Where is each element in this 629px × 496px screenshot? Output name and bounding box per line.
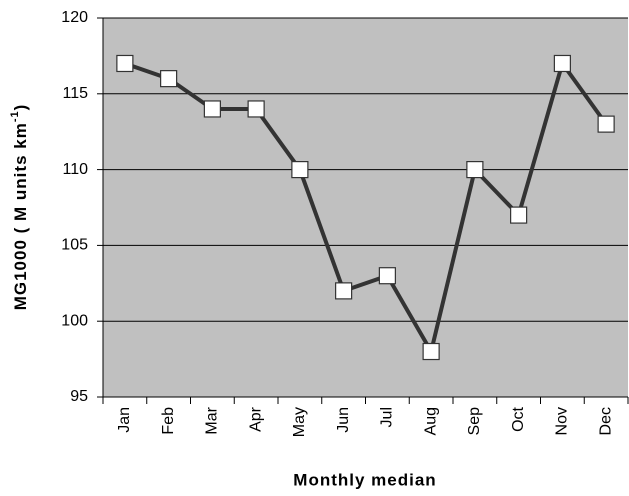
y-axis-title-sup: -1 xyxy=(9,110,21,122)
data-marker xyxy=(247,100,265,118)
y-tick-label: 115 xyxy=(62,85,88,102)
x-tick-label: Mar xyxy=(204,406,221,434)
y-tick-label: 105 xyxy=(61,237,88,254)
y-axis-title-end: ) xyxy=(11,104,30,111)
x-tick-label: Feb xyxy=(160,407,177,435)
data-marker xyxy=(553,54,571,73)
x-tick-label: Apr xyxy=(247,406,264,432)
data-marker xyxy=(466,161,484,179)
y-tick-label: 110 xyxy=(62,161,88,178)
data-marker xyxy=(510,206,528,224)
x-tick-label: Oct xyxy=(510,406,527,431)
y-axis-title: MG1000 ( M units km-1) xyxy=(9,104,31,311)
x-tick-label: Dec xyxy=(597,407,614,435)
x-tick-label: Nov xyxy=(554,407,571,435)
x-tick-label: Jan xyxy=(116,407,133,433)
y-tick-label: 95 xyxy=(70,388,88,405)
y-tick-label: 120 xyxy=(61,9,88,26)
data-marker xyxy=(291,161,309,179)
x-tick-label: Aug xyxy=(422,407,439,435)
data-marker xyxy=(116,54,134,73)
y-tick-label: 100 xyxy=(61,312,88,329)
x-axis-title: Monthly median xyxy=(293,470,436,489)
data-marker xyxy=(203,100,221,118)
data-marker xyxy=(160,70,178,88)
x-tick-label: Sep xyxy=(466,407,483,436)
plot-area xyxy=(103,18,628,397)
data-marker xyxy=(422,342,440,361)
data-marker xyxy=(335,282,353,300)
data-marker xyxy=(378,267,396,285)
data-marker xyxy=(597,115,615,133)
y-axis-title-main: MG1000 ( M units km xyxy=(11,122,30,310)
x-tick-label: May xyxy=(291,407,308,437)
x-tick-label: Jul xyxy=(379,407,396,427)
x-tick-label: Jun xyxy=(335,407,352,433)
